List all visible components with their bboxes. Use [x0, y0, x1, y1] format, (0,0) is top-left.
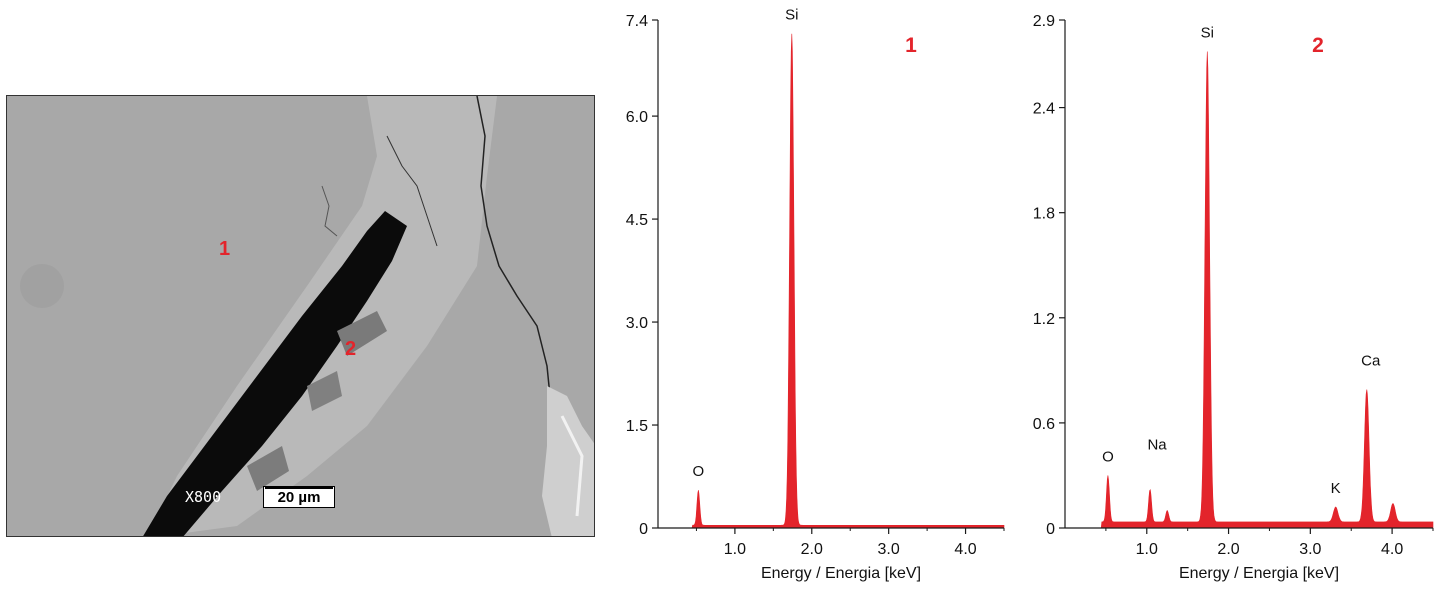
x-tick-label: 3.0 — [1299, 541, 1321, 558]
y-tick-label: 1.8 — [1033, 206, 1055, 223]
y-tick-label: 0.6 — [1033, 416, 1055, 433]
x-tick-label: 1.0 — [724, 541, 746, 558]
spectrum-area — [1065, 51, 1434, 529]
x-axis-label: Energy / Energia [keV] — [761, 565, 921, 582]
x-tick-label: 2.0 — [1217, 541, 1239, 558]
peak-label-si: Si — [1201, 25, 1214, 42]
peak-label-si: Si — [785, 7, 798, 24]
x-tick-label: 3.0 — [878, 541, 900, 558]
y-tick-label: 0 — [1046, 521, 1055, 538]
y-tick-label: 2.9 — [1033, 13, 1055, 30]
x-tick-label: 4.0 — [1381, 541, 1403, 558]
peak-label-ca: Ca — [1361, 353, 1381, 370]
x-tick-label: 1.0 — [1136, 541, 1158, 558]
sem-image — [7, 96, 594, 536]
region-label-2: 2 — [345, 338, 357, 360]
region-label-1: 1 — [219, 238, 231, 260]
spectrum-area — [658, 33, 1005, 529]
y-tick-label: 6.0 — [626, 109, 648, 126]
peak-label-k: K — [1331, 480, 1341, 497]
x-tick-label: 2.0 — [801, 541, 823, 558]
y-tick-label: 0 — [639, 521, 648, 538]
y-axis-label: KCnt — [600, 255, 604, 293]
peak-label-na: Na — [1147, 436, 1167, 453]
peak-label-o: O — [693, 463, 705, 480]
panel-label: 2 — [1312, 34, 1324, 57]
y-tick-label: 2.4 — [1033, 101, 1055, 118]
y-tick-label: 3.0 — [626, 315, 648, 332]
panel-label: 1 — [905, 34, 917, 57]
scale-bar-line — [265, 487, 333, 489]
scale-bar: 20 µm — [263, 486, 335, 508]
magnification-label: X800 — [185, 488, 222, 506]
y-tick-label: 4.5 — [626, 212, 648, 229]
eds-spectrum-1: 0 1.5 3.0 4.5 6.0 7.4 1.0 2.0 3.0 4.0 Energy / Ene… — [600, 7, 1005, 582]
x-tick-label: 4.0 — [954, 541, 976, 558]
y-tick-label: 7.4 — [626, 13, 648, 30]
y-tick-label: 1.5 — [626, 418, 648, 435]
peak-label-o: O — [1102, 448, 1114, 465]
sem-micrograph: 1 2 X800 20 µm — [6, 95, 595, 537]
y-tick-label: 1.2 — [1033, 311, 1055, 328]
eds-spectrum-2: 0 0.6 1.2 1.8 2.4 2.9 1.0 2.0 3.0 4.0 Energy / Ene… — [1033, 13, 1434, 582]
x-axis-label: Energy / Energia [keV] — [1179, 565, 1339, 582]
